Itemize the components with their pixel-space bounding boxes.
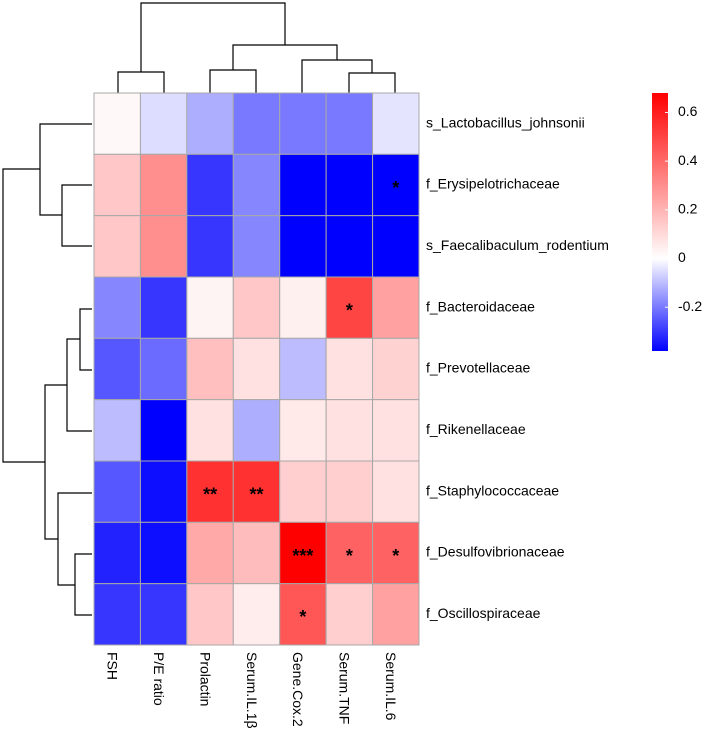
heatmap-cell (93, 153, 141, 217)
column-label: Serum.IL.1β (244, 652, 260, 729)
significance-label: ** (203, 484, 217, 504)
heatmap-cell (232, 521, 281, 585)
significance-label: * (346, 300, 353, 320)
heatmap-cell (325, 399, 374, 462)
heatmap-cell (325, 337, 374, 401)
heatmap-cell (232, 276, 281, 339)
heatmap-cell (279, 583, 327, 646)
heatmap-cell (139, 337, 188, 401)
heatmap-cell (186, 399, 234, 462)
heatmap-cell (325, 583, 374, 646)
heatmap-cell (279, 276, 327, 339)
row-label: f_Bacteroidaceae (426, 298, 535, 314)
heatmap-cell (372, 92, 420, 155)
significance-label: *** (292, 546, 313, 566)
heatmap-cell (372, 337, 420, 401)
heatmap-cell (93, 399, 141, 462)
column-label: P/E ratio (151, 652, 167, 706)
significance-label: ** (249, 484, 263, 504)
row-label: f_Staphylococcaceae (426, 482, 559, 498)
significance-label: * (299, 607, 306, 627)
heatmap-cell (186, 583, 234, 646)
heatmap-cell (372, 276, 420, 339)
heatmap-cell (93, 583, 141, 646)
heatmap-cell (186, 460, 234, 523)
heatmap-cell (325, 276, 374, 339)
heatmap-cell (325, 521, 374, 585)
column-label: Gene.Cox.2 (290, 652, 306, 727)
colorbar-tick-label: -0.2 (678, 298, 702, 314)
heatmap-cell (93, 521, 141, 585)
heatmap-cell (139, 92, 188, 155)
row-label: s_Lactobacillus_johnsonii (426, 114, 585, 130)
heatmap-cell (139, 521, 188, 585)
heatmap-cell (372, 460, 420, 523)
column-label: Serum.IL.6 (383, 652, 399, 721)
heatmap-cell (325, 92, 374, 155)
heatmap-cell (139, 276, 188, 339)
column-label: Serum.TNF (337, 652, 353, 724)
heatmap-cell (93, 276, 141, 339)
heatmap-cell (372, 399, 420, 462)
heatmap-cell (372, 583, 420, 646)
heatmap-cell (186, 337, 234, 401)
heatmap-cell (186, 92, 234, 155)
column-label: FSH (105, 652, 121, 680)
colorbar-tick-label: 0.4 (678, 152, 698, 168)
heatmap-cell (232, 215, 281, 278)
heatmap-cell (232, 337, 281, 401)
heatmap-cell (372, 153, 420, 217)
heatmap-cell (93, 337, 141, 401)
significance-label: * (392, 546, 399, 566)
colorbar-tick-label: 0 (678, 249, 686, 265)
heatmap-cell (139, 399, 188, 462)
row-label: f_Erysipelotrichaceae (426, 176, 560, 192)
heatmap-cell (279, 215, 327, 278)
heatmap-cell (139, 460, 188, 523)
heatmap-cell (279, 399, 327, 462)
heatmap-cell (139, 583, 188, 646)
colorbar-tick-label: 0.2 (678, 201, 698, 217)
heatmap-cell (186, 521, 234, 585)
row-label: s_Faecalibaculum_rodentium (426, 237, 609, 253)
heatmap-cell (232, 583, 281, 646)
heatmap-cell (279, 153, 327, 217)
colorbar (652, 93, 668, 351)
colorbar-tick-label: 0.6 (678, 103, 698, 119)
heatmap-cell (279, 92, 327, 155)
row-label: f_Rikenellaceae (426, 421, 526, 437)
significance-label: * (346, 546, 353, 566)
heatmap-cell (325, 215, 374, 278)
heatmap-cell (93, 460, 141, 523)
heatmap-cell (232, 399, 281, 462)
heatmap-cell (232, 92, 281, 155)
heatmap-cell (93, 215, 141, 278)
heatmap-cell (139, 153, 188, 217)
row-label: f_Oscillospiraceae (426, 605, 541, 621)
row-label: f_Prevotellaceae (426, 360, 531, 376)
heatmap-cell (186, 276, 234, 339)
row-label: f_Desulfovibrionaceae (426, 544, 565, 560)
heatmap-cell (372, 215, 420, 278)
heatmap-cell (139, 215, 188, 278)
row-dendrogram (2, 123, 92, 616)
heatmap-cell (279, 337, 327, 401)
heatmap-cell (186, 153, 234, 217)
heatmap-cell (325, 460, 374, 523)
heatmap-cell (325, 153, 374, 217)
heatmap-cell (93, 92, 141, 155)
heatmap-cell (232, 153, 281, 217)
heatmap-cell (186, 215, 234, 278)
heatmap-cell (279, 460, 327, 523)
column-label: Prolactin (197, 652, 213, 706)
significance-label: * (392, 178, 399, 198)
column-dendrogram (117, 2, 396, 93)
